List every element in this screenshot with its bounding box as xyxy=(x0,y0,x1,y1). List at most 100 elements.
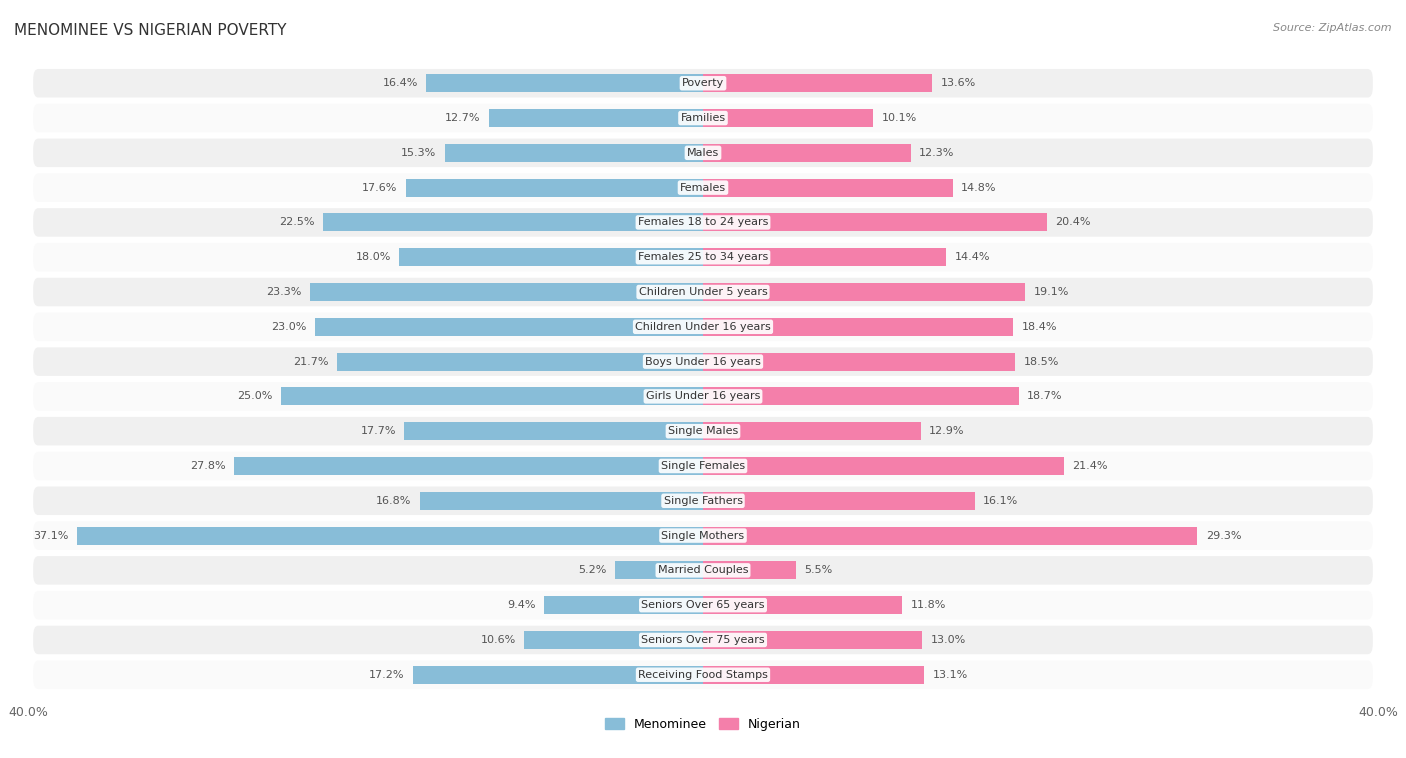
Text: 18.5%: 18.5% xyxy=(1024,356,1059,367)
Text: Families: Families xyxy=(681,113,725,123)
Text: MENOMINEE VS NIGERIAN POVERTY: MENOMINEE VS NIGERIAN POVERTY xyxy=(14,23,287,38)
FancyBboxPatch shape xyxy=(34,174,1372,202)
Text: 13.0%: 13.0% xyxy=(931,635,966,645)
FancyBboxPatch shape xyxy=(34,660,1372,689)
Text: 25.0%: 25.0% xyxy=(238,391,273,402)
Bar xyxy=(703,596,903,614)
FancyBboxPatch shape xyxy=(34,104,1372,133)
Text: 9.4%: 9.4% xyxy=(508,600,536,610)
Text: 12.3%: 12.3% xyxy=(920,148,955,158)
Text: 27.8%: 27.8% xyxy=(190,461,225,471)
Text: Boys Under 16 years: Boys Under 16 years xyxy=(645,356,761,367)
Bar xyxy=(703,562,796,579)
FancyBboxPatch shape xyxy=(34,417,1372,446)
FancyBboxPatch shape xyxy=(34,139,1372,167)
Text: 16.1%: 16.1% xyxy=(983,496,1018,506)
Text: Children Under 16 years: Children Under 16 years xyxy=(636,322,770,332)
Text: 18.0%: 18.0% xyxy=(356,252,391,262)
FancyBboxPatch shape xyxy=(34,556,1372,584)
Bar xyxy=(406,179,703,196)
Legend: Menominee, Nigerian: Menominee, Nigerian xyxy=(600,713,806,736)
Text: 17.7%: 17.7% xyxy=(360,426,396,436)
Text: Source: ZipAtlas.com: Source: ZipAtlas.com xyxy=(1274,23,1392,33)
FancyBboxPatch shape xyxy=(34,522,1372,550)
Bar xyxy=(703,457,1064,475)
Text: Single Fathers: Single Fathers xyxy=(664,496,742,506)
Text: 37.1%: 37.1% xyxy=(34,531,69,540)
Text: 16.8%: 16.8% xyxy=(375,496,411,506)
Bar xyxy=(413,666,703,684)
Text: 10.1%: 10.1% xyxy=(882,113,917,123)
Text: Males: Males xyxy=(688,148,718,158)
Bar xyxy=(703,352,1015,371)
Text: 16.4%: 16.4% xyxy=(382,78,418,88)
FancyBboxPatch shape xyxy=(34,382,1372,411)
Text: Married Couples: Married Couples xyxy=(658,565,748,575)
Bar xyxy=(703,179,953,196)
Bar xyxy=(309,283,703,301)
Bar xyxy=(399,248,703,266)
Text: 13.1%: 13.1% xyxy=(932,670,967,680)
Bar xyxy=(489,109,703,127)
FancyBboxPatch shape xyxy=(34,347,1372,376)
FancyBboxPatch shape xyxy=(34,243,1372,271)
Text: Single Mothers: Single Mothers xyxy=(661,531,745,540)
Text: 21.7%: 21.7% xyxy=(292,356,329,367)
Bar xyxy=(444,144,703,162)
Text: 17.2%: 17.2% xyxy=(368,670,405,680)
Text: 14.4%: 14.4% xyxy=(955,252,990,262)
Bar xyxy=(703,109,873,127)
Text: Females: Females xyxy=(681,183,725,193)
Text: 11.8%: 11.8% xyxy=(911,600,946,610)
Text: 23.0%: 23.0% xyxy=(271,322,307,332)
Text: 13.6%: 13.6% xyxy=(941,78,976,88)
FancyBboxPatch shape xyxy=(34,487,1372,515)
Text: 23.3%: 23.3% xyxy=(266,287,301,297)
Bar xyxy=(544,596,703,614)
Text: Single Females: Single Females xyxy=(661,461,745,471)
Bar xyxy=(703,283,1025,301)
Text: 5.5%: 5.5% xyxy=(804,565,832,575)
Text: 17.6%: 17.6% xyxy=(363,183,398,193)
Text: 18.4%: 18.4% xyxy=(1022,322,1057,332)
Text: 10.6%: 10.6% xyxy=(481,635,516,645)
Text: 19.1%: 19.1% xyxy=(1033,287,1069,297)
Bar xyxy=(703,492,974,510)
Text: 14.8%: 14.8% xyxy=(962,183,997,193)
Bar xyxy=(703,248,946,266)
Bar xyxy=(703,214,1047,231)
FancyBboxPatch shape xyxy=(34,625,1372,654)
Bar xyxy=(703,318,1014,336)
Text: 5.2%: 5.2% xyxy=(578,565,607,575)
Bar xyxy=(703,527,1198,544)
Bar xyxy=(616,562,703,579)
Text: Receiving Food Stamps: Receiving Food Stamps xyxy=(638,670,768,680)
Bar xyxy=(281,387,703,406)
Bar xyxy=(524,631,703,649)
Text: 20.4%: 20.4% xyxy=(1056,218,1091,227)
Text: Seniors Over 75 years: Seniors Over 75 years xyxy=(641,635,765,645)
FancyBboxPatch shape xyxy=(34,208,1372,236)
Text: 12.9%: 12.9% xyxy=(929,426,965,436)
Bar xyxy=(426,74,703,92)
Bar xyxy=(703,144,911,162)
Text: Females 25 to 34 years: Females 25 to 34 years xyxy=(638,252,768,262)
Bar xyxy=(703,666,924,684)
Bar xyxy=(405,422,703,440)
Text: Females 18 to 24 years: Females 18 to 24 years xyxy=(638,218,768,227)
Bar xyxy=(703,631,922,649)
Text: 15.3%: 15.3% xyxy=(401,148,436,158)
FancyBboxPatch shape xyxy=(34,452,1372,481)
Bar xyxy=(77,527,703,544)
FancyBboxPatch shape xyxy=(34,69,1372,98)
Text: Seniors Over 65 years: Seniors Over 65 years xyxy=(641,600,765,610)
Text: Single Males: Single Males xyxy=(668,426,738,436)
Text: Children Under 5 years: Children Under 5 years xyxy=(638,287,768,297)
Text: 21.4%: 21.4% xyxy=(1073,461,1108,471)
Bar xyxy=(419,492,703,510)
Bar xyxy=(315,318,703,336)
Bar xyxy=(703,387,1018,406)
Bar xyxy=(703,422,921,440)
Text: Girls Under 16 years: Girls Under 16 years xyxy=(645,391,761,402)
FancyBboxPatch shape xyxy=(34,591,1372,619)
